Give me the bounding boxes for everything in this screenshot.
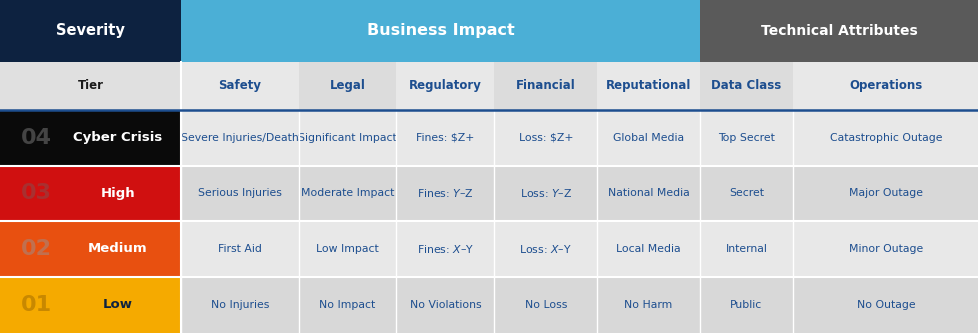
Text: Technical Attributes: Technical Attributes bbox=[760, 24, 917, 38]
Text: Reputational: Reputational bbox=[605, 79, 690, 92]
Bar bbox=[0, 62, 181, 110]
Bar bbox=[494, 110, 597, 166]
Bar bbox=[494, 166, 597, 221]
Bar bbox=[699, 221, 792, 277]
Bar bbox=[396, 221, 494, 277]
Text: Major Outage: Major Outage bbox=[848, 188, 922, 198]
Text: High: High bbox=[101, 187, 135, 200]
Bar bbox=[597, 277, 699, 333]
Bar bbox=[298, 110, 396, 166]
Text: Operations: Operations bbox=[849, 79, 921, 92]
Text: Local Media: Local Media bbox=[615, 244, 681, 254]
Text: No Loss: No Loss bbox=[524, 300, 566, 310]
Bar bbox=[0, 221, 181, 277]
Bar bbox=[0, 166, 181, 221]
Bar bbox=[792, 221, 978, 277]
Text: Public: Public bbox=[730, 300, 762, 310]
Text: Data Class: Data Class bbox=[711, 79, 780, 92]
Bar bbox=[181, 0, 699, 62]
Text: Global Media: Global Media bbox=[612, 133, 684, 143]
Text: Tier: Tier bbox=[77, 79, 104, 92]
Text: 01: 01 bbox=[21, 295, 52, 315]
Text: Minor Outage: Minor Outage bbox=[848, 244, 922, 254]
Text: 03: 03 bbox=[21, 183, 52, 203]
Text: Severe Injuries/Death: Severe Injuries/Death bbox=[181, 133, 298, 143]
Text: Medium: Medium bbox=[88, 242, 148, 255]
Bar bbox=[181, 277, 298, 333]
Text: Fines: $Y – $Z: Fines: $Y – $Z bbox=[417, 187, 473, 199]
Text: Fines: $X – $Y: Fines: $X – $Y bbox=[417, 243, 473, 255]
Bar bbox=[792, 277, 978, 333]
Text: Business Impact: Business Impact bbox=[367, 23, 513, 38]
Text: Top Secret: Top Secret bbox=[717, 133, 775, 143]
Text: No Outage: No Outage bbox=[856, 300, 914, 310]
Bar bbox=[0, 277, 181, 333]
Bar bbox=[792, 110, 978, 166]
Text: Cyber Crisis: Cyber Crisis bbox=[73, 131, 162, 144]
Text: Regulatory: Regulatory bbox=[409, 79, 481, 92]
Bar bbox=[494, 62, 597, 110]
Bar bbox=[298, 277, 396, 333]
Text: Internal: Internal bbox=[725, 244, 767, 254]
Bar bbox=[298, 62, 396, 110]
Text: 02: 02 bbox=[21, 239, 52, 259]
Bar bbox=[494, 277, 597, 333]
Text: Legal: Legal bbox=[330, 79, 365, 92]
Text: Loss: $X – $Y: Loss: $X – $Y bbox=[519, 243, 571, 255]
Bar bbox=[699, 62, 792, 110]
Bar bbox=[298, 221, 396, 277]
Text: Financial: Financial bbox=[515, 79, 575, 92]
Bar bbox=[396, 62, 494, 110]
Bar bbox=[181, 62, 298, 110]
Bar bbox=[699, 110, 792, 166]
Bar bbox=[597, 110, 699, 166]
Text: Serious Injuries: Serious Injuries bbox=[198, 188, 282, 198]
Bar bbox=[699, 277, 792, 333]
Text: No Injuries: No Injuries bbox=[210, 300, 269, 310]
Text: First Aid: First Aid bbox=[218, 244, 261, 254]
Text: Low: Low bbox=[103, 298, 133, 311]
Bar bbox=[597, 166, 699, 221]
Bar bbox=[396, 277, 494, 333]
Bar bbox=[494, 221, 597, 277]
Bar bbox=[181, 166, 298, 221]
Bar bbox=[792, 166, 978, 221]
Text: Low Impact: Low Impact bbox=[316, 244, 378, 254]
Text: 04: 04 bbox=[21, 128, 52, 148]
Bar bbox=[181, 221, 298, 277]
Text: Safety: Safety bbox=[218, 79, 261, 92]
Text: Severity: Severity bbox=[56, 23, 125, 38]
Bar bbox=[298, 166, 396, 221]
Text: Secret: Secret bbox=[729, 188, 763, 198]
Bar bbox=[699, 0, 978, 62]
Bar bbox=[181, 110, 298, 166]
Bar bbox=[396, 110, 494, 166]
Bar bbox=[0, 110, 181, 166]
Bar bbox=[396, 166, 494, 221]
Bar bbox=[0, 0, 181, 62]
Text: Moderate Impact: Moderate Impact bbox=[300, 188, 394, 198]
Text: Fines: $Z+: Fines: $Z+ bbox=[416, 133, 474, 143]
Text: Catastrophic Outage: Catastrophic Outage bbox=[829, 133, 941, 143]
Text: No Violations: No Violations bbox=[409, 300, 481, 310]
Text: No Impact: No Impact bbox=[319, 300, 376, 310]
Bar bbox=[699, 166, 792, 221]
Text: No Harm: No Harm bbox=[624, 300, 672, 310]
Text: Significant Impact: Significant Impact bbox=[298, 133, 396, 143]
Bar bbox=[597, 62, 699, 110]
Text: National Media: National Media bbox=[607, 188, 689, 198]
Bar bbox=[792, 62, 978, 110]
Bar bbox=[597, 221, 699, 277]
Text: Loss: $Y – $Z: Loss: $Y – $Z bbox=[519, 187, 571, 199]
Text: Loss: $Z+: Loss: $Z+ bbox=[518, 133, 572, 143]
